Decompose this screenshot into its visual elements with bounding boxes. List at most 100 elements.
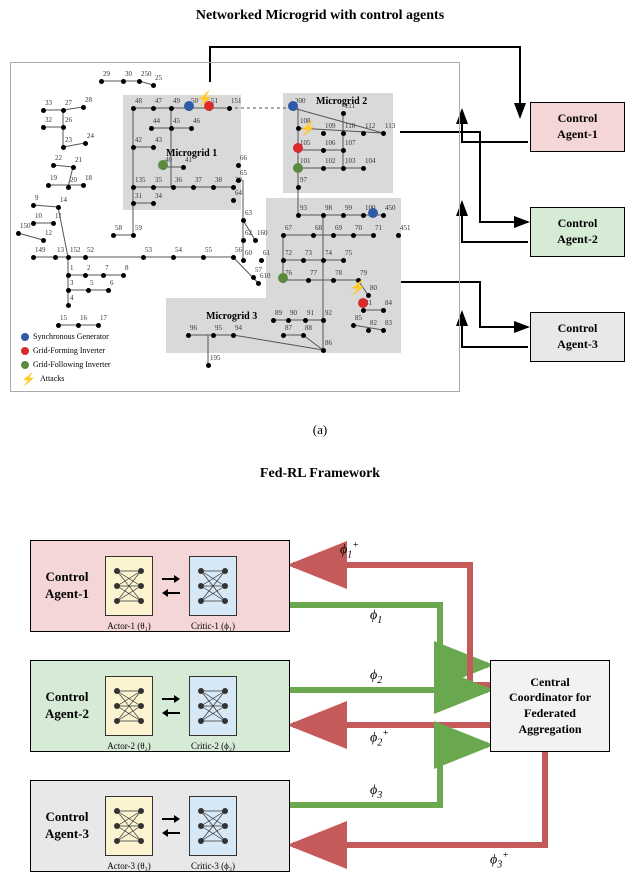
node-16 bbox=[76, 323, 81, 328]
node-label-110: 110 bbox=[345, 122, 355, 130]
node-label-149: 149 bbox=[35, 246, 46, 254]
node-label-74: 74 bbox=[325, 249, 332, 257]
agent2-label: Control Agent-2 bbox=[37, 689, 97, 723]
node-label-83: 83 bbox=[385, 319, 392, 327]
phi1plus: ϕ1+ bbox=[340, 540, 359, 560]
node-106 bbox=[321, 148, 326, 153]
node-18 bbox=[81, 183, 86, 188]
node-84 bbox=[381, 308, 386, 313]
node-label-107: 107 bbox=[345, 139, 356, 147]
node-label-99: 99 bbox=[345, 204, 352, 212]
node-label-48: 48 bbox=[135, 97, 142, 105]
node-label-77: 77 bbox=[310, 269, 317, 277]
node-451 bbox=[396, 233, 401, 238]
node-label-97: 97 bbox=[300, 176, 307, 184]
node-label-73: 73 bbox=[305, 249, 312, 257]
node-86 bbox=[321, 348, 326, 353]
node-label-26: 26 bbox=[65, 116, 72, 124]
node-55 bbox=[201, 255, 206, 260]
node-label-44: 44 bbox=[153, 117, 160, 125]
node-label-79: 79 bbox=[360, 269, 367, 277]
node-label-96: 96 bbox=[190, 324, 197, 332]
node-31 bbox=[131, 201, 136, 206]
node-49 bbox=[169, 106, 174, 111]
node-26 bbox=[61, 125, 66, 130]
node-30 bbox=[121, 79, 126, 84]
node-label-451: 451 bbox=[400, 224, 411, 232]
node-label-18: 18 bbox=[85, 174, 92, 182]
ac-arrows-3 bbox=[161, 815, 181, 837]
critic-3: Critic-3 (ϕ₃) bbox=[189, 796, 237, 856]
node-label-112: 112 bbox=[365, 122, 375, 130]
node-8 bbox=[121, 273, 126, 278]
phi3: ϕ3 bbox=[370, 783, 382, 801]
bolt-icon: ⚡ bbox=[21, 372, 36, 386]
node-label-91: 91 bbox=[307, 309, 314, 317]
node-90 bbox=[286, 318, 291, 323]
node-32 bbox=[41, 125, 46, 130]
node-label-32: 32 bbox=[45, 116, 52, 124]
node-label-37: 37 bbox=[195, 176, 202, 184]
node-label-66: 66 bbox=[240, 154, 247, 162]
node-label-195: 195 bbox=[210, 354, 221, 362]
node-label-70: 70 bbox=[355, 224, 362, 232]
node-label-17: 17 bbox=[100, 314, 107, 322]
node-label-29: 29 bbox=[103, 70, 110, 78]
node-67 bbox=[281, 233, 286, 238]
subfig-a: (a) bbox=[0, 412, 640, 458]
agent-panel-2: Control Agent-2 Actor-2 (θ₂) Critic-2 (ϕ… bbox=[30, 660, 290, 752]
node-75 bbox=[341, 258, 346, 263]
node-25 bbox=[151, 83, 156, 88]
attack-icon-2: ⚡ bbox=[349, 280, 366, 297]
node-57 bbox=[251, 275, 256, 280]
node-label-84: 84 bbox=[385, 299, 392, 307]
node-88 bbox=[301, 333, 306, 338]
node-label-72: 72 bbox=[285, 249, 292, 257]
node-52 bbox=[83, 255, 88, 260]
agent-panel-1: Control Agent-1 Actor-1 (θ₁) Critic-1 (ϕ… bbox=[30, 540, 290, 632]
node-label-1: 1 bbox=[70, 264, 74, 272]
node-58 bbox=[111, 233, 116, 238]
node-15 bbox=[56, 323, 61, 328]
node-label-16: 16 bbox=[80, 314, 87, 322]
node-19 bbox=[46, 183, 51, 188]
node-54 bbox=[171, 255, 176, 260]
node-610 bbox=[256, 281, 261, 286]
node-label-135: 135 bbox=[135, 176, 146, 184]
node-6 bbox=[106, 288, 111, 293]
node-1 bbox=[66, 273, 71, 278]
node-label-78: 78 bbox=[335, 269, 342, 277]
node-label-61: 61 bbox=[263, 249, 270, 257]
gfl-gen-2 bbox=[158, 160, 168, 170]
node-label-152: 152 bbox=[70, 246, 81, 254]
node-22 bbox=[51, 163, 56, 168]
node-label-69: 69 bbox=[335, 224, 342, 232]
top-figure: Networked Microgrid with control agents … bbox=[0, 0, 640, 458]
node-label-106: 106 bbox=[325, 139, 336, 147]
node-91 bbox=[303, 318, 308, 323]
sync-gen-0 bbox=[184, 101, 194, 111]
node-102 bbox=[321, 166, 326, 171]
nn-icon bbox=[193, 561, 233, 611]
node-label-13: 13 bbox=[57, 246, 64, 254]
node-label-55: 55 bbox=[205, 246, 212, 254]
node-label-250: 250 bbox=[141, 70, 152, 78]
node-label-34: 34 bbox=[155, 192, 162, 200]
critic2-sublabel: Critic-2 (ϕ₂) bbox=[191, 741, 235, 751]
node-label-52: 52 bbox=[87, 246, 94, 254]
node-111 bbox=[341, 111, 346, 116]
node-83 bbox=[381, 328, 386, 333]
node-label-94: 94 bbox=[235, 324, 242, 332]
node-label-35: 35 bbox=[155, 176, 162, 184]
node-label-60: 60 bbox=[245, 249, 252, 257]
node-70 bbox=[351, 233, 356, 238]
node-78 bbox=[331, 278, 336, 283]
node-label-31: 31 bbox=[135, 192, 142, 200]
node-label-56: 56 bbox=[235, 246, 242, 254]
node-label-98: 98 bbox=[325, 204, 332, 212]
node-label-610: 610 bbox=[260, 272, 271, 280]
node-label-2: 2 bbox=[87, 264, 91, 272]
node-97 bbox=[296, 185, 301, 190]
node-112 bbox=[361, 131, 366, 136]
node-label-95: 95 bbox=[215, 324, 222, 332]
